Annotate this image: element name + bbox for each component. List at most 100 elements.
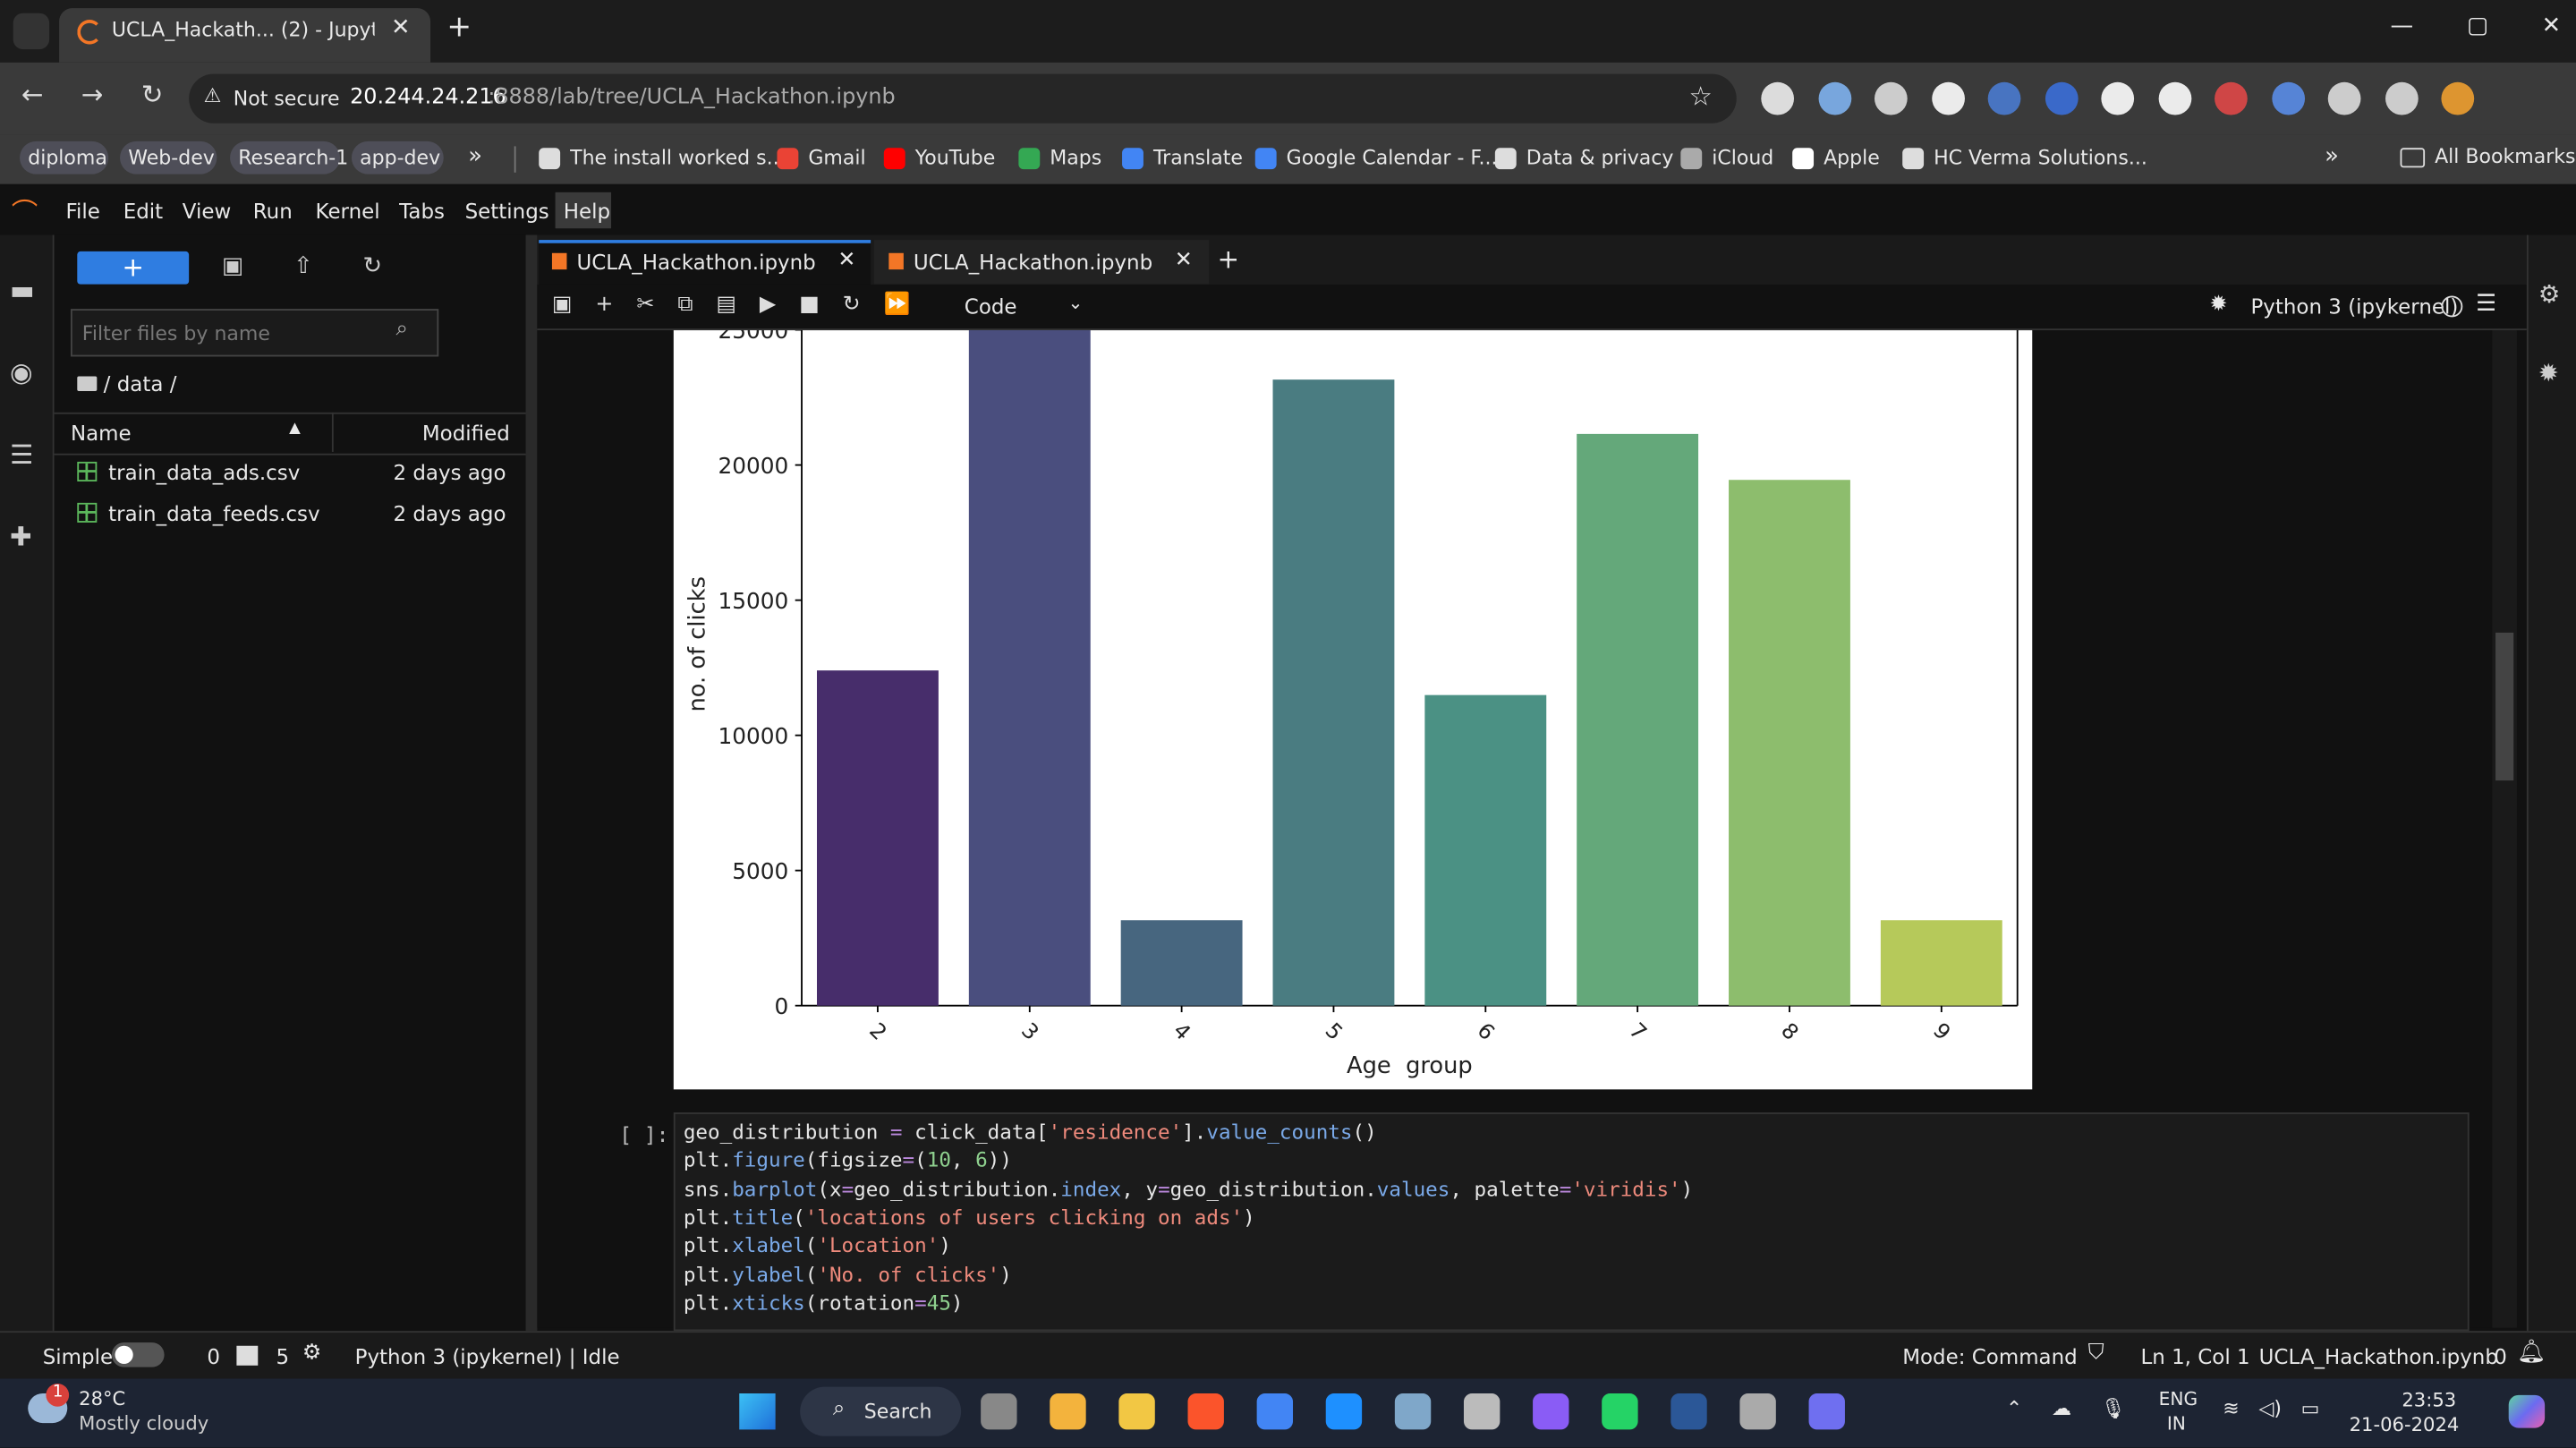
network-sound-battery[interactable]: ≋ ◁) ▭	[2223, 1396, 2320, 1420]
activity-icons[interactable]: ▬ ◉ ☰ ✚	[10, 274, 35, 552]
bookmark-star[interactable]: ☆	[1688, 80, 1713, 112]
copilot[interactable]	[2508, 1394, 2546, 1428]
menu-item[interactable]: Tabs	[399, 199, 446, 224]
nb-icon	[888, 252, 904, 270]
bar	[1424, 694, 1547, 1006]
search-box[interactable]	[800, 1386, 962, 1436]
code-line: plt.title('locations of users clicking o…	[683, 1205, 1255, 1230]
menu-item[interactable]: Kernel	[315, 199, 380, 224]
simple-toggle[interactable]	[111, 1342, 165, 1367]
app-icon[interactable]	[1463, 1393, 1501, 1430]
file-icon	[77, 501, 98, 522]
extension-icon[interactable]	[1987, 81, 2021, 115]
column-modified[interactable]: Modified	[421, 421, 510, 446]
tray-icons[interactable]: ⌃ ☁ 🎙︎	[2005, 1396, 2126, 1420]
cursor-pos[interactable]: Ln 1, Col 1	[2140, 1343, 2250, 1369]
menu-item[interactable]: Edit	[123, 199, 164, 224]
app-icon[interactable]	[1533, 1393, 1569, 1430]
nb-new-tab[interactable]: +	[1217, 243, 1240, 275]
extension-icon[interactable]	[2271, 81, 2305, 115]
menu-item[interactable]: Run	[252, 199, 293, 224]
extension-icon[interactable]	[2101, 81, 2135, 115]
terminal-icon	[236, 1345, 259, 1366]
tab-search[interactable]	[13, 13, 50, 50]
start-button[interactable]	[739, 1393, 776, 1430]
bell[interactable]: 🔔︎	[2516, 1339, 2546, 1366]
all-bookmarks[interactable]: All Bookmarks	[2435, 144, 2576, 168]
menu-item[interactable]: View	[182, 199, 232, 224]
extension-icon[interactable]	[1817, 81, 1851, 115]
breadcrumb[interactable]: / data /	[103, 371, 177, 396]
window-controls[interactable]: — ▢ ✕	[2390, 13, 2562, 40]
app-icon[interactable]	[1808, 1393, 1845, 1430]
column-name[interactable]: Name	[70, 421, 132, 446]
file-actions[interactable]: ▣ ⇧ ↻	[221, 252, 383, 280]
address-bar[interactable]	[189, 73, 1737, 124]
bookmark[interactable]: YouTube	[914, 146, 996, 170]
file-name[interactable]: train_data_feeds.csv	[108, 500, 320, 525]
extension-icon[interactable]	[2045, 81, 2078, 115]
bookmarks-more[interactable]: »	[468, 142, 483, 170]
toolbar-menu[interactable]: ☰	[2476, 290, 2497, 318]
app-icon[interactable]	[1325, 1393, 1363, 1430]
extension-icon[interactable]	[1761, 81, 1795, 115]
scroll-thumb[interactable]	[2495, 632, 2514, 781]
toolbar-icons[interactable]: ▣ + ✂ ⧉ ▤ ▶ ■ ↻ ⏩	[551, 292, 911, 318]
menu-item[interactable]: Settings	[464, 199, 549, 224]
bookmark[interactable]: The install worked s...	[570, 146, 786, 170]
extension-icon[interactable]	[2327, 81, 2361, 115]
bookmark-folder[interactable]	[351, 141, 444, 175]
app-icon[interactable]	[1118, 1393, 1155, 1430]
app-icon[interactable]	[1394, 1393, 1432, 1430]
app-icon[interactable]	[1671, 1393, 1707, 1430]
debug-icon[interactable]: ✹	[2209, 292, 2228, 318]
filter-box[interactable]	[70, 309, 439, 357]
right-icons[interactable]: ⚙ ✹	[2538, 279, 2561, 388]
bookmark[interactable]: Data & privacy	[1526, 146, 1674, 170]
kernel-status[interactable]: Python 3 (ipykernel) | Idle	[354, 1343, 620, 1369]
shield-icon[interactable]: ⛉	[2087, 1341, 2104, 1366]
nav-buttons[interactable]: ← → ↻	[21, 79, 164, 111]
extension-icon[interactable]	[2385, 81, 2418, 115]
kernel-name[interactable]: Python 3 (ipykernel)	[2250, 294, 2459, 319]
menu-item[interactable]: Help	[563, 199, 611, 224]
extension-icon[interactable]	[1874, 81, 1908, 115]
extension-icon[interactable]	[2157, 81, 2191, 115]
nb-tab[interactable]	[873, 240, 1210, 285]
bookmark[interactable]: iCloud	[1712, 146, 1774, 170]
extension-icon[interactable]	[1931, 81, 1965, 115]
menu-item[interactable]: File	[65, 199, 100, 224]
extension-icon[interactable]	[2441, 81, 2475, 115]
bookmark[interactable]: HC Verma Solutions...	[1934, 146, 2147, 170]
new-launcher[interactable]: +	[77, 251, 190, 285]
app-icon[interactable]	[1602, 1393, 1638, 1430]
file-name[interactable]: train_data_ads.csv	[108, 460, 301, 485]
bookmark-folder-label: app-dev	[360, 146, 441, 170]
app-icon[interactable]	[1256, 1393, 1294, 1430]
splitter	[525, 234, 538, 1332]
url-path: :8888/lab/tree/UCLA_Hackathon.ipynb	[488, 85, 896, 111]
extension-icon[interactable]	[2215, 81, 2248, 115]
bookmark[interactable]: Apple	[1824, 146, 1880, 170]
app-icon[interactable]	[1739, 1393, 1776, 1430]
active-tab[interactable]	[59, 8, 431, 63]
tab-close[interactable]: ✕	[390, 14, 411, 41]
bookmark[interactable]: Gmail	[808, 146, 866, 170]
bookmarks-overflow[interactable]: »	[2325, 142, 2339, 170]
cell-type[interactable]: Code	[964, 294, 1017, 319]
code-cell[interactable]: geo_distribution = click_data['residence…	[673, 1112, 2470, 1332]
bookmark[interactable]: Google Calendar - F...	[1286, 146, 1498, 170]
bookmark[interactable]: Maps	[1050, 146, 1102, 170]
bookmark-folder[interactable]	[120, 141, 217, 175]
x-tick-label: 4	[1169, 1018, 1196, 1045]
app-icon[interactable]	[1187, 1393, 1224, 1430]
nb-tab-close[interactable]: ✕	[1174, 248, 1193, 273]
bookmark[interactable]: Translate	[1152, 146, 1244, 170]
new-tab[interactable]: +	[446, 10, 472, 45]
nb-tab-active[interactable]	[539, 240, 871, 288]
nb-tab-close[interactable]: ✕	[837, 248, 856, 273]
app-icon[interactable]	[981, 1393, 1017, 1430]
app-icon[interactable]	[1050, 1393, 1086, 1430]
bookmark-folder[interactable]	[20, 141, 109, 175]
bookmark-folder[interactable]	[230, 141, 341, 175]
